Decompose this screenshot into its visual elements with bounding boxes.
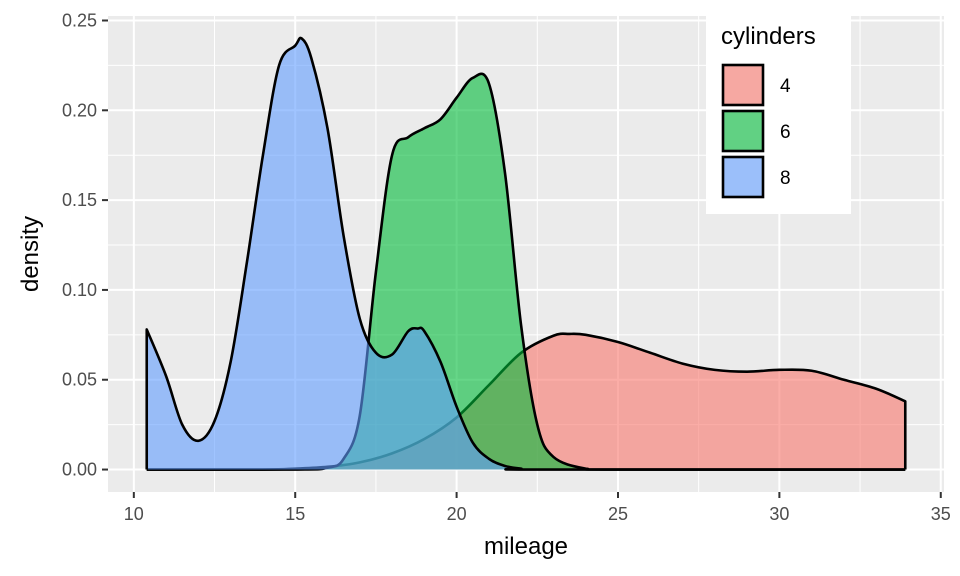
x-tick-label: 25 — [608, 504, 628, 524]
x-tick-label: 10 — [124, 504, 144, 524]
x-axis: 10 15 20 25 30 35 — [124, 492, 951, 524]
density-areas — [145, 36, 907, 471]
legend-title: cylinders — [721, 23, 816, 50]
legend-key-4 — [721, 63, 765, 107]
y-tick-label: 0.25 — [62, 10, 97, 30]
legend-label-8: 8 — [780, 168, 791, 189]
x-tick-label: 15 — [285, 504, 305, 524]
legend-key-6 — [721, 109, 765, 153]
legend-label-6: 6 — [780, 122, 791, 143]
x-tick-label: 30 — [769, 504, 789, 524]
x-tick-label: 35 — [931, 504, 951, 524]
density-area-8 — [146, 37, 906, 470]
y-axis-title: density — [17, 216, 44, 292]
y-tick-label: 0.15 — [62, 190, 97, 210]
legend-label-4: 4 — [780, 76, 791, 97]
y-tick-label: 0.10 — [62, 280, 97, 300]
density-line-8 — [145, 36, 906, 471]
x-tick-label: 20 — [447, 504, 467, 524]
legend-key-8 — [721, 155, 765, 199]
y-axis: 0.00 0.05 0.10 0.15 0.20 0.25 — [62, 10, 108, 480]
y-tick-label: 0.20 — [62, 100, 97, 120]
x-axis-title: mileage — [484, 533, 568, 560]
y-tick-label: 0.05 — [62, 370, 97, 390]
density-area-6 — [146, 73, 906, 470]
y-tick-label: 0.00 — [62, 460, 97, 480]
legend: cylinders 4 6 8 — [706, 16, 851, 214]
